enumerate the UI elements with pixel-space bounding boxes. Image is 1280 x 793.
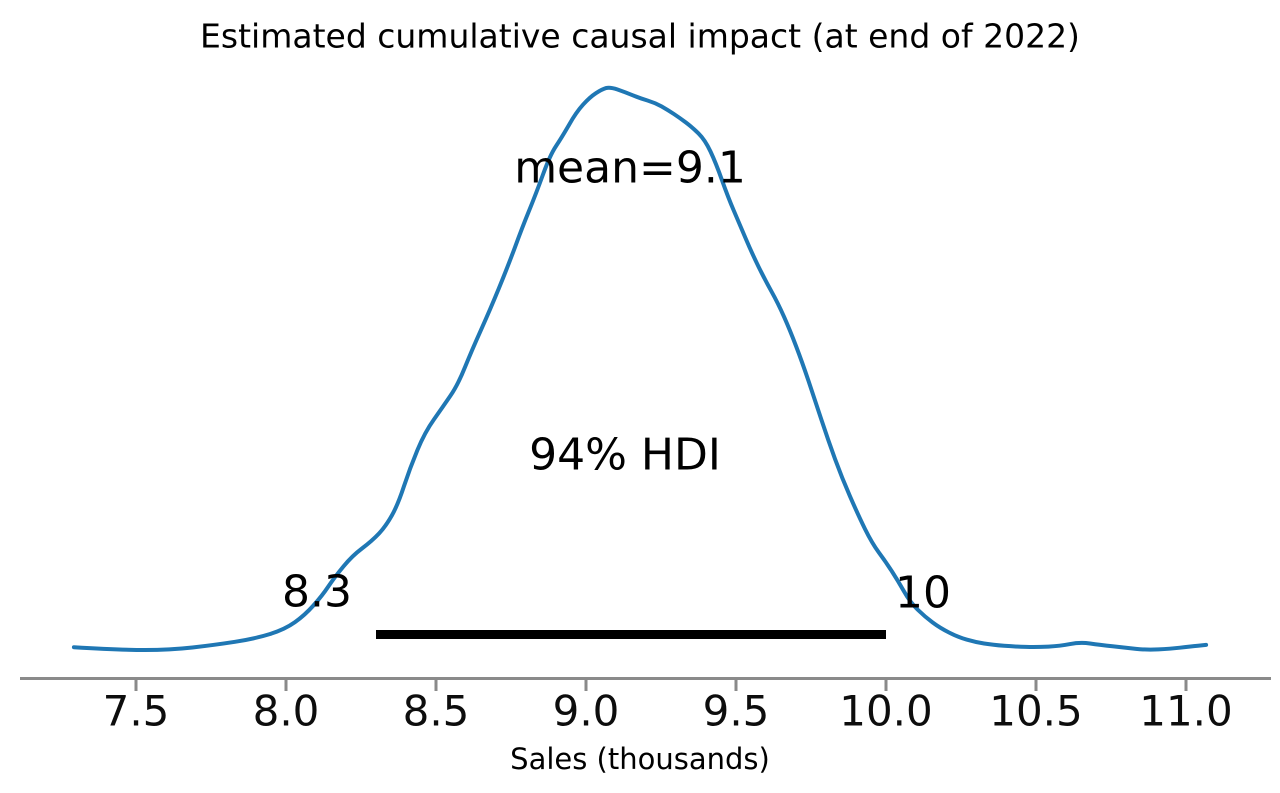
kde-density-curve [71,85,1209,652]
plot-title: Estimated cumulative causal impact (at e… [200,16,1080,56]
x-tick-label: 10.5 [989,686,1083,736]
x-tick-label: 9.5 [702,686,770,736]
x-tick-label: 10.0 [839,686,933,736]
mean-annotation: mean=9.1 [514,142,746,194]
x-axis-title: Sales (thousands) [510,742,770,776]
hdi-percent-annotation: 94% HDI [529,429,721,481]
x-tick-label: 11.0 [1139,686,1233,736]
x-tick-label: 9.0 [552,686,620,736]
x-tick-label: 8.0 [252,686,320,736]
hdi-upper-bound-label: 10 [895,567,951,619]
x-tick-label: 8.5 [402,686,470,736]
hdi-lower-bound-label: 8.3 [282,566,352,618]
x-tick-label: 7.5 [102,686,170,736]
